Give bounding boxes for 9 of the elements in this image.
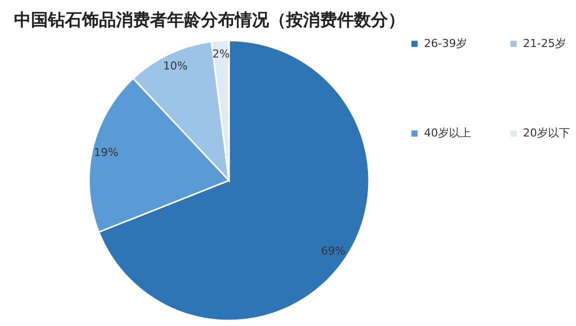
legend-label: 20岁以下 — [523, 126, 570, 140]
chart-title: 中国钻石饰品消费者年龄分布情况（按消费件数分） — [14, 10, 405, 30]
data-label: 10% — [163, 59, 188, 72]
legend-label: 21-25岁 — [523, 36, 566, 50]
legend-label: 40岁以上 — [424, 126, 471, 140]
legend-label: 26-39岁 — [424, 36, 467, 50]
data-label: 69% — [320, 244, 346, 258]
data-label: 2% — [212, 48, 230, 61]
data-label: 19% — [94, 146, 118, 160]
